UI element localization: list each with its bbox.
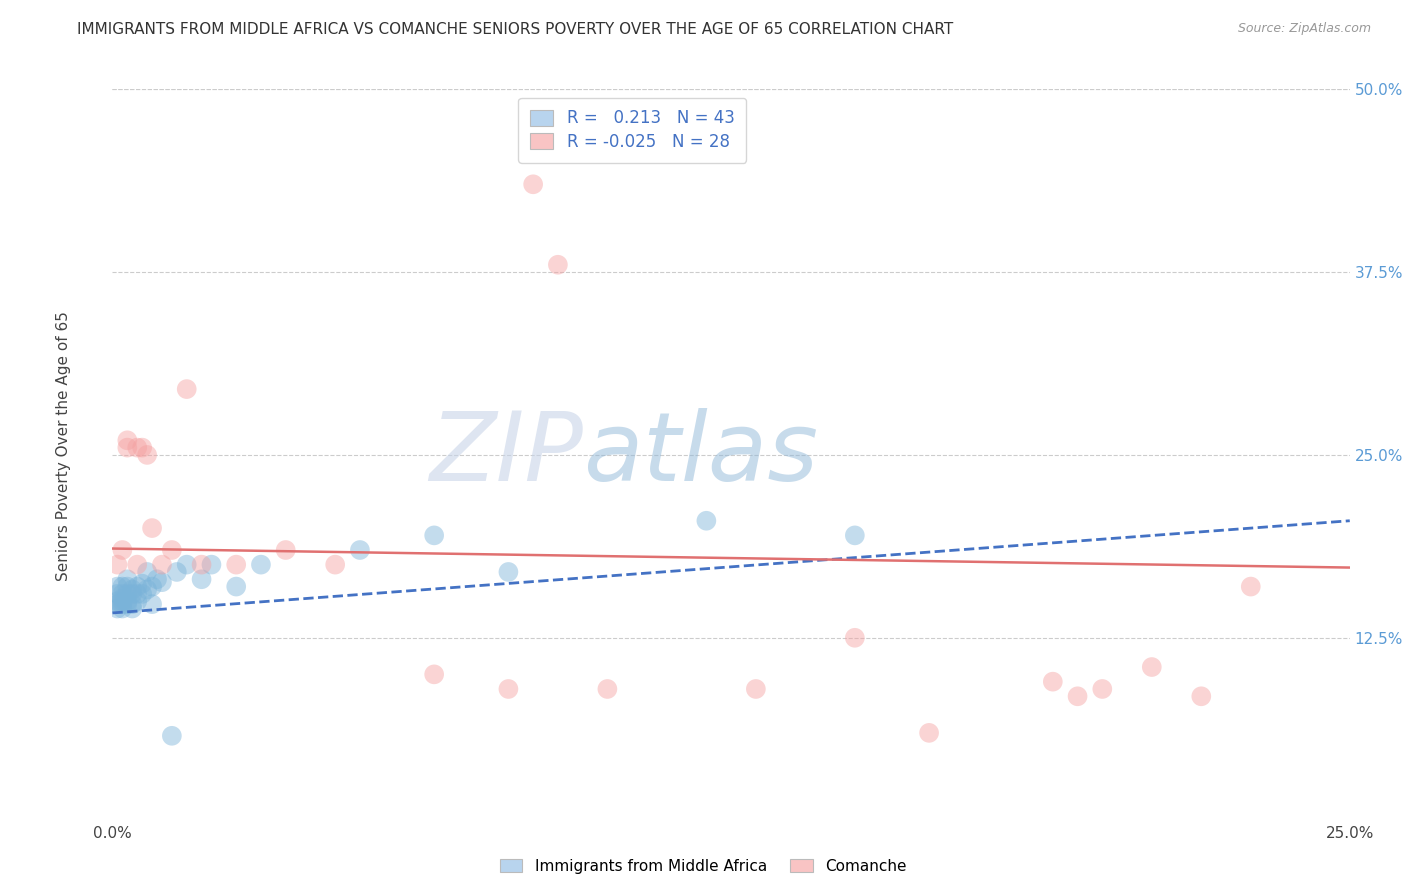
Point xyxy=(323,558,346,572)
Point xyxy=(141,521,163,535)
Point xyxy=(745,681,768,696)
Point xyxy=(1189,690,1212,704)
Point xyxy=(117,434,139,448)
Point xyxy=(111,594,134,608)
Point xyxy=(107,580,129,594)
Point xyxy=(160,543,183,558)
Point xyxy=(107,587,129,601)
Point xyxy=(117,441,139,455)
Text: atlas: atlas xyxy=(582,409,818,501)
Point xyxy=(1042,674,1064,689)
Point xyxy=(1066,690,1088,704)
Point xyxy=(160,729,183,743)
Point xyxy=(1091,681,1114,696)
Point xyxy=(127,594,149,608)
Point xyxy=(349,543,371,558)
Point xyxy=(111,597,134,611)
Point xyxy=(117,572,139,586)
Point xyxy=(596,681,619,696)
Point xyxy=(1240,580,1263,594)
Point xyxy=(131,441,153,455)
Point xyxy=(107,597,129,611)
Point xyxy=(166,565,188,579)
Point xyxy=(121,597,143,611)
Point xyxy=(150,575,173,590)
Point xyxy=(121,587,143,601)
Point xyxy=(1140,660,1163,674)
Point xyxy=(225,580,247,594)
Point xyxy=(498,681,520,696)
Point xyxy=(150,558,173,572)
Text: ZIP: ZIP xyxy=(429,409,582,501)
Point xyxy=(423,528,446,542)
Point xyxy=(141,597,163,611)
Legend: R =   0.213   N = 43, R = -0.025   N = 28: R = 0.213 N = 43, R = -0.025 N = 28 xyxy=(519,97,747,162)
Point xyxy=(127,558,149,572)
Text: Source: ZipAtlas.com: Source: ZipAtlas.com xyxy=(1237,22,1371,36)
Point xyxy=(200,558,222,572)
Point xyxy=(547,258,569,272)
Point xyxy=(176,382,198,396)
Point xyxy=(117,594,139,608)
Point xyxy=(107,558,129,572)
Point xyxy=(844,528,866,542)
Point xyxy=(141,580,163,594)
Point xyxy=(111,580,134,594)
Point xyxy=(127,441,149,455)
Point xyxy=(111,543,134,558)
Point xyxy=(117,597,139,611)
Point xyxy=(121,582,143,597)
Point xyxy=(111,601,134,615)
Text: Seniors Poverty Over the Age of 65: Seniors Poverty Over the Age of 65 xyxy=(56,311,70,581)
Point xyxy=(131,576,153,591)
Point xyxy=(107,601,129,615)
Point xyxy=(136,448,159,462)
Point xyxy=(274,543,297,558)
Point xyxy=(136,565,159,579)
Point xyxy=(131,587,153,601)
Point xyxy=(190,558,212,572)
Point xyxy=(111,587,134,601)
Legend: Immigrants from Middle Africa, Comanche: Immigrants from Middle Africa, Comanche xyxy=(494,853,912,880)
Point xyxy=(117,587,139,601)
Text: IMMIGRANTS FROM MIDDLE AFRICA VS COMANCHE SENIORS POVERTY OVER THE AGE OF 65 COR: IMMIGRANTS FROM MIDDLE AFRICA VS COMANCH… xyxy=(77,22,953,37)
Point xyxy=(423,667,446,681)
Point xyxy=(117,580,139,594)
Point xyxy=(225,558,247,572)
Point xyxy=(844,631,866,645)
Point xyxy=(111,591,134,606)
Point xyxy=(190,572,212,586)
Point xyxy=(146,572,169,586)
Point xyxy=(127,587,149,601)
Point xyxy=(121,601,143,615)
Point xyxy=(498,565,520,579)
Point xyxy=(127,580,149,594)
Point xyxy=(695,514,717,528)
Point xyxy=(250,558,273,572)
Point xyxy=(522,178,544,192)
Point xyxy=(176,558,198,572)
Point xyxy=(136,582,159,597)
Point xyxy=(918,726,941,740)
Point xyxy=(107,594,129,608)
